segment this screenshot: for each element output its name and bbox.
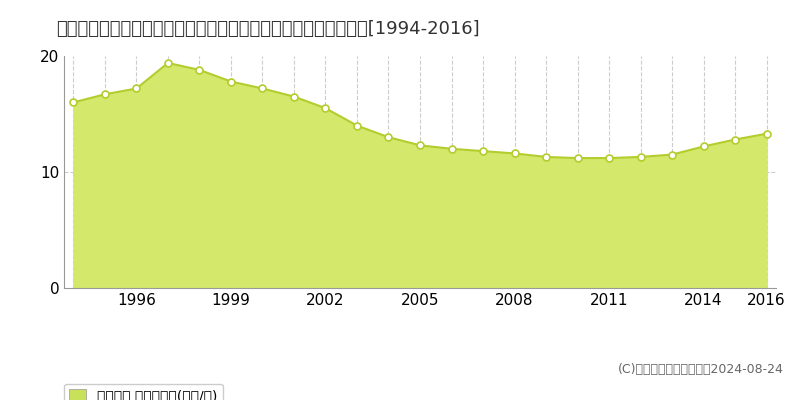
Legend: 地価公示 平均坪単価(万円/坪): 地価公示 平均坪単価(万円/坪) [64,384,223,400]
Text: (C)土地価格ドットコム　2024-08-24: (C)土地価格ドットコム 2024-08-24 [618,363,784,376]
Text: 宮城県黒川郡富谷町あけの平３丁目７番６　地価公示　地価推移[1994-2016]: 宮城県黒川郡富谷町あけの平３丁目７番６ 地価公示 地価推移[1994-2016] [56,20,480,38]
